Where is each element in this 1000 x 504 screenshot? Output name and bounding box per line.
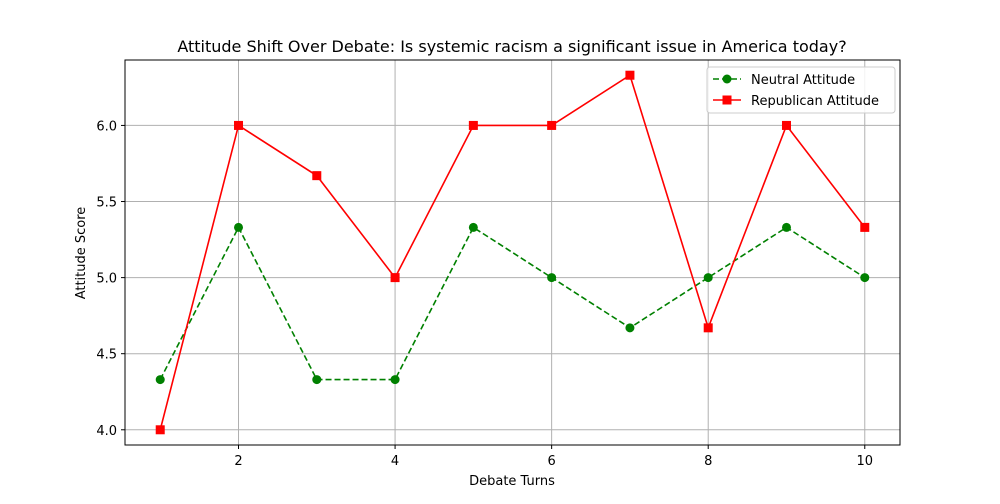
- data-point: [468, 120, 478, 130]
- data-point: [703, 323, 713, 333]
- y-axis-ticks: 4.0 4.5 5.0 5.5 6.0: [96, 119, 125, 439]
- legend-label: Republican Attitude: [751, 94, 879, 109]
- y-tick-label: 4.0: [96, 424, 117, 439]
- data-point: [155, 375, 165, 385]
- legend-label: Neutral Attitude: [751, 73, 855, 88]
- data-point: [860, 222, 870, 232]
- data-point: [547, 273, 557, 283]
- y-tick-label: 6.0: [96, 119, 117, 134]
- data-point: [625, 70, 635, 80]
- x-tick-label: 10: [856, 454, 873, 469]
- x-tick-label: 4: [391, 454, 399, 469]
- data-point: [781, 120, 791, 130]
- plot-area-frame: [124, 59, 901, 446]
- data-point: [312, 375, 322, 385]
- y-axis-label: Attitude Score: [74, 207, 89, 300]
- x-axis-ticks: 2 4 6 8 10: [234, 445, 873, 469]
- data-point: [860, 273, 870, 283]
- legend-entry: Neutral Attitude: [713, 73, 855, 88]
- data-point: [468, 222, 478, 232]
- data-point: [390, 375, 400, 385]
- series-republican: [155, 70, 870, 435]
- legend-marker: [722, 74, 732, 84]
- y-tick-label: 5.5: [96, 196, 117, 211]
- data-point: [234, 120, 244, 130]
- data-point: [547, 120, 557, 130]
- data-point: [703, 273, 713, 283]
- y-tick-label: 4.5: [96, 348, 117, 363]
- legend-entry: Republican Attitude: [713, 94, 879, 109]
- data-point: [625, 323, 635, 333]
- legend: Neutral Attitude Republican Attitude: [706, 66, 896, 114]
- data-point: [312, 171, 322, 181]
- x-tick-label: 8: [704, 454, 712, 469]
- x-tick-label: 6: [548, 454, 556, 469]
- legend-box: [706, 66, 896, 114]
- chart-title: Attitude Shift Over Debate: Is systemic …: [177, 37, 846, 56]
- series-layer: [155, 70, 870, 435]
- x-tick-label: 2: [234, 454, 242, 469]
- y-tick-label: 5.0: [96, 272, 117, 287]
- data-point: [155, 425, 165, 435]
- data-point: [390, 273, 400, 283]
- data-point: [234, 222, 244, 232]
- series-line: [159, 225, 866, 381]
- x-axis-label: Debate Turns: [469, 474, 555, 489]
- series-neutral: [155, 222, 870, 385]
- legend-marker: [722, 95, 732, 105]
- series-line: [159, 73, 866, 430]
- data-point: [781, 222, 791, 232]
